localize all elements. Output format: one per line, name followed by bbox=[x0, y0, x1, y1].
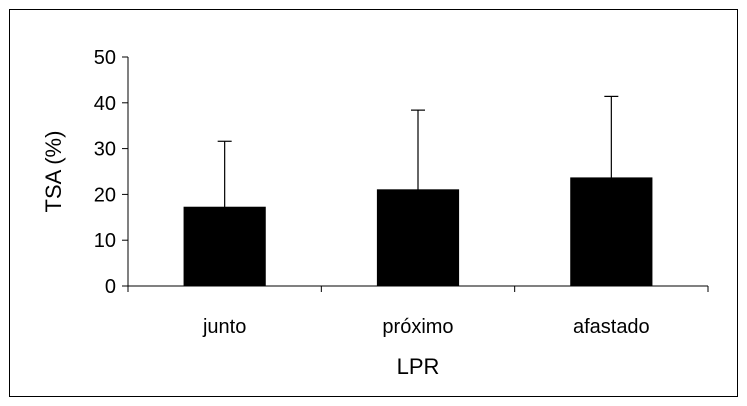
y-tick-label: 10 bbox=[94, 230, 116, 252]
x-tick-label: junto bbox=[202, 316, 246, 338]
bar bbox=[183, 206, 266, 287]
y-tick-label: 50 bbox=[94, 47, 116, 69]
y-tick-label: 0 bbox=[105, 276, 116, 298]
bars bbox=[183, 95, 653, 287]
y-axis-ticks: 0 10 20 30 40 50 bbox=[94, 47, 128, 298]
x-axis-ticks: junto próximo afastado bbox=[127, 286, 709, 338]
y-tick-label: 40 bbox=[94, 93, 116, 115]
x-tick-label: próximo bbox=[382, 316, 453, 338]
y-tick-label: 30 bbox=[94, 139, 116, 161]
x-axis-title: LPR bbox=[397, 354, 440, 379]
bar bbox=[570, 177, 653, 287]
bar bbox=[376, 189, 460, 287]
x-tick-label: afastado bbox=[573, 316, 650, 338]
y-axis-title: TSA (%) bbox=[41, 131, 66, 213]
y-tick-label: 20 bbox=[94, 184, 116, 206]
